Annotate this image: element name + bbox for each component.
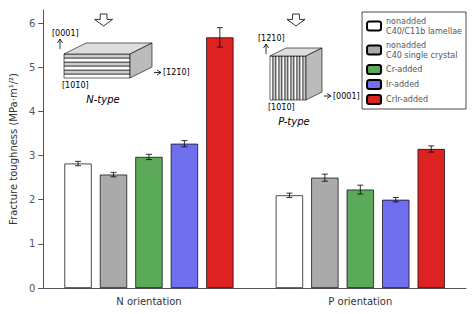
svg-text:[1̄21̄0]: [1̄21̄0]	[163, 68, 190, 77]
svg-text:C40/C11b lamellae: C40/C11b lamellae	[386, 27, 462, 36]
svg-text:Cr-added: Cr-added	[386, 65, 422, 74]
svg-text:3: 3	[29, 150, 35, 161]
svg-text:P-type: P-type	[278, 116, 309, 127]
svg-text:5: 5	[29, 62, 35, 73]
svg-text:nonadded: nonadded	[386, 41, 426, 50]
svg-text:[0001]: [0001]	[52, 29, 79, 38]
svg-text:1: 1	[29, 238, 35, 249]
svg-text:2: 2	[29, 194, 35, 205]
svg-text:nonadded: nonadded	[386, 17, 426, 26]
svg-text:[0001]: [0001]	[333, 92, 360, 101]
svg-text:N orientation: N orientation	[116, 296, 181, 307]
svg-text:N-type: N-type	[86, 94, 119, 105]
svg-text:CrIr-added: CrIr-added	[386, 95, 428, 104]
svg-text:6: 6	[29, 18, 35, 29]
svg-text:4: 4	[29, 106, 35, 117]
svg-text:[101̄0]: [101̄0]	[268, 103, 295, 112]
svg-text:Fracture toughness (MPa·m¹/²): Fracture toughness (MPa·m¹/²)	[8, 73, 19, 225]
svg-text:0: 0	[29, 283, 35, 294]
svg-text:[12̄10]: [12̄10]	[258, 34, 285, 43]
svg-text:Ir-added: Ir-added	[386, 80, 419, 89]
svg-text:P orientation: P orientation	[328, 296, 392, 307]
svg-text:C40 single crystal: C40 single crystal	[386, 51, 457, 60]
svg-text:[101̄0]: [101̄0]	[62, 81, 89, 90]
